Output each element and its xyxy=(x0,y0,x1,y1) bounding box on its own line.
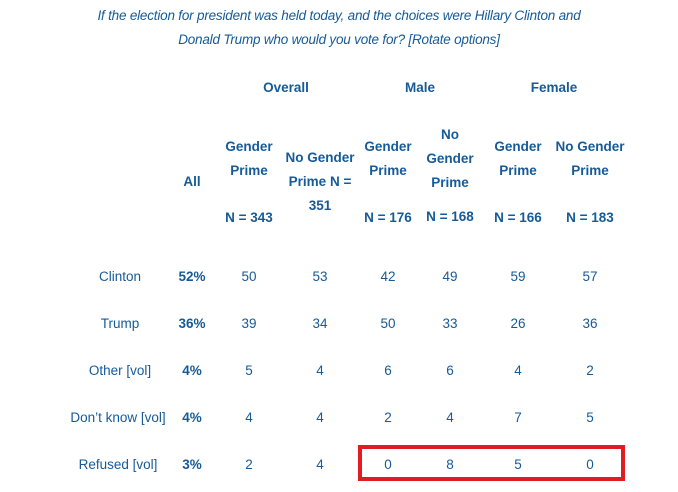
col-header-n: N = 176 xyxy=(364,210,412,225)
cell-overall-ngp: 4 xyxy=(316,457,324,472)
question-line-1: If the election for president was held t… xyxy=(97,8,581,23)
cell-female-ngp: 2 xyxy=(586,363,594,378)
cell-all: 4% xyxy=(182,363,202,378)
cell-male-ngp: 33 xyxy=(442,316,458,331)
col-header-line: Prime xyxy=(499,163,537,178)
cell-female-gp: 59 xyxy=(510,269,526,284)
cell-female-ngp: 57 xyxy=(582,269,598,284)
col-header-line: Gender xyxy=(426,151,474,166)
col-header-female-no-gender-prime: No Gender Prime N = 183 xyxy=(550,135,630,230)
col-header-line: Prime xyxy=(571,163,609,178)
group-header-male: Male xyxy=(404,80,435,95)
col-header-line: Gender xyxy=(225,139,273,154)
col-header-line: No Gender xyxy=(555,139,625,154)
cell-overall-gp: 4 xyxy=(245,410,253,425)
cell-overall-ngp: 53 xyxy=(312,269,328,284)
cell-female-ngp: 0 xyxy=(586,457,594,472)
col-header-line: Prime xyxy=(369,163,407,178)
col-header-line: Gender xyxy=(364,139,412,154)
cell-male-ngp: 49 xyxy=(442,269,458,284)
cell-male-ngp: 8 xyxy=(446,457,454,472)
row-label: Trump xyxy=(100,316,140,331)
row-label: Refused [vol] xyxy=(78,457,158,472)
cell-male-gp: 42 xyxy=(380,269,396,284)
col-header-line: No xyxy=(441,127,459,142)
cell-male-gp: 0 xyxy=(384,457,392,472)
col-header-n: N = 183 xyxy=(566,210,614,225)
cell-male-gp: 6 xyxy=(384,363,392,378)
cell-overall-ngp: 4 xyxy=(316,410,324,425)
col-header-male-no-gender-prime: No Gender Prime N = 168 xyxy=(415,123,485,229)
col-header-male-gender-prime: Gender Prime N = 176 xyxy=(353,135,423,230)
col-header-overall-no-gender-prime: No Gender Prime N = 351 xyxy=(280,146,360,218)
cell-all: 36% xyxy=(178,316,206,331)
cell-overall-gp: 2 xyxy=(245,457,253,472)
cell-all: 4% xyxy=(182,410,202,425)
cell-female-ngp: 36 xyxy=(582,316,598,331)
group-header-female: Female xyxy=(530,80,578,95)
col-header-line: Prime xyxy=(230,163,268,178)
cell-female-gp: 26 xyxy=(510,316,526,331)
col-header-n: N = 168 xyxy=(426,209,474,224)
question-line-2: Donald Trump who would you vote for? [Ro… xyxy=(178,32,500,47)
cell-male-ngp: 4 xyxy=(446,410,454,425)
col-header-line: 351 xyxy=(308,198,332,213)
cell-overall-gp: 5 xyxy=(245,363,253,378)
col-header-line: Prime N = xyxy=(288,174,352,189)
row-label: Clinton xyxy=(98,269,142,284)
cell-overall-gp: 50 xyxy=(241,269,257,284)
cell-male-gp: 2 xyxy=(384,410,392,425)
cell-male-ngp: 6 xyxy=(446,363,454,378)
col-header-overall-gender-prime: Gender Prime N = 343 xyxy=(214,135,284,230)
col-header-female-gender-prime: Gender Prime N = 166 xyxy=(483,135,553,230)
group-header-overall: Overall xyxy=(263,80,309,95)
cell-overall-ngp: 34 xyxy=(312,316,328,331)
row-label: Don’t know [vol] xyxy=(70,410,166,425)
col-header-n: N = 343 xyxy=(225,210,273,225)
cell-female-gp: 7 xyxy=(514,410,522,425)
cell-female-gp: 4 xyxy=(514,363,522,378)
cell-female-gp: 5 xyxy=(514,457,522,472)
cell-overall-gp: 39 xyxy=(241,316,257,331)
question-text: If the election for president was held t… xyxy=(0,4,678,52)
cell-male-gp: 50 xyxy=(380,316,396,331)
col-header-line: No Gender xyxy=(285,150,355,165)
col-header-line: Prime xyxy=(431,175,469,190)
cell-all: 52% xyxy=(178,269,206,284)
col-header-all: All xyxy=(183,174,201,189)
cell-all: 3% xyxy=(182,457,202,472)
cell-female-ngp: 5 xyxy=(586,410,594,425)
col-header-line: Gender xyxy=(494,139,542,154)
col-header-n: N = 166 xyxy=(494,210,542,225)
cell-overall-ngp: 4 xyxy=(316,363,324,378)
row-label: Other [vol] xyxy=(88,363,152,378)
highlight-box xyxy=(358,445,625,481)
